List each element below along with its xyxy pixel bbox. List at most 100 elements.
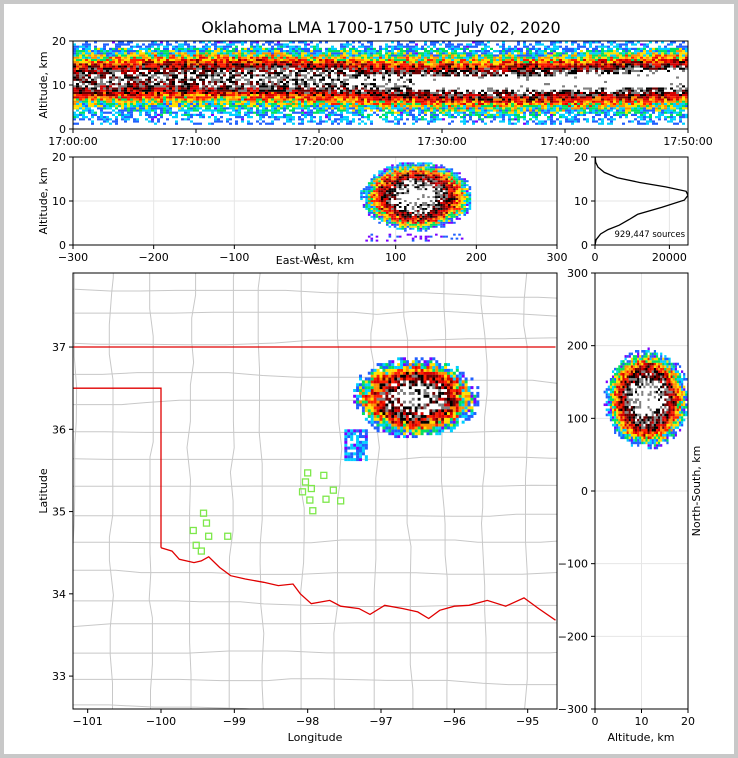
- time-altitude-cell: [379, 107, 382, 110]
- time-altitude-cell: [127, 83, 130, 86]
- time-altitude-cell: [241, 65, 244, 68]
- time-altitude-cell: [424, 111, 427, 114]
- time-altitude-cell: [469, 50, 472, 53]
- time-altitude-cell: [139, 89, 142, 92]
- time-altitude-cell: [280, 47, 283, 51]
- time-altitude-cell: [259, 65, 262, 68]
- time-altitude-cell: [205, 54, 208, 57]
- time-altitude-cell: [517, 87, 520, 90]
- time-altitude-cell: [181, 45, 184, 48]
- time-altitude-cell: [520, 54, 523, 57]
- time-altitude-cell: [445, 107, 448, 110]
- time-altitude-cell: [367, 89, 370, 92]
- time-altitude-cell: [511, 87, 514, 90]
- time-altitude-cell: [520, 91, 523, 95]
- time-altitude-cell: [319, 118, 322, 121]
- time-altitude-cell: [187, 69, 190, 73]
- time-altitude-cell: [274, 94, 277, 97]
- time-altitude-cell: [289, 91, 292, 95]
- time-altitude-cell: [253, 45, 256, 48]
- time-altitude-cell: [187, 113, 190, 117]
- time-altitude-cell: [397, 96, 400, 99]
- time-altitude-cell: [160, 61, 163, 64]
- time-altitude-cell: [112, 63, 115, 66]
- time-altitude-cell: [484, 47, 487, 51]
- time-altitude-cell: [430, 118, 433, 121]
- time-altitude-cell: [481, 80, 484, 84]
- time-altitude-cell: [142, 85, 145, 88]
- time-altitude-cell: [271, 122, 274, 125]
- time-altitude-cell: [100, 89, 103, 92]
- time-altitude-cell: [511, 63, 514, 66]
- time-altitude-cell: [460, 91, 463, 95]
- time-altitude-cell: [226, 111, 229, 114]
- time-altitude-cell: [400, 107, 403, 110]
- time-altitude-cell: [334, 65, 337, 68]
- time-altitude-cell: [502, 98, 505, 101]
- time-altitude-cell: [358, 118, 361, 121]
- time-altitude-cell: [484, 116, 487, 119]
- time-altitude-cell: [415, 56, 418, 59]
- time-altitude-cell: [379, 69, 382, 73]
- time-altitude-cell: [349, 91, 352, 95]
- time-altitude-cell: [319, 47, 322, 51]
- time-altitude-cell: [385, 85, 388, 88]
- time-altitude-cell: [451, 80, 454, 84]
- time-altitude-cell: [490, 100, 493, 103]
- time-altitude-cell: [91, 65, 94, 68]
- time-altitude-cell: [103, 83, 106, 86]
- time-altitude-cell: [76, 80, 79, 84]
- time-altitude-cell: [286, 94, 289, 97]
- time-altitude-cell: [430, 111, 433, 114]
- time-altitude-cell: [241, 47, 244, 51]
- time-altitude-cell: [400, 116, 403, 119]
- time-altitude-cell: [364, 102, 367, 106]
- time-altitude-cell: [115, 72, 118, 75]
- time-altitude-cell: [178, 52, 181, 55]
- time-altitude-cell: [373, 52, 376, 55]
- time-altitude-cell: [88, 83, 91, 86]
- time-altitude-cell: [193, 74, 196, 77]
- time-altitude-cell: [115, 89, 118, 92]
- time-altitude-cell: [328, 96, 331, 99]
- time-altitude-cell: [247, 47, 250, 51]
- time-altitude-cell: [127, 85, 130, 88]
- time-altitude-cell: [463, 67, 466, 70]
- time-altitude-cell: [295, 65, 298, 68]
- time-altitude-cell: [406, 96, 409, 99]
- time-altitude-cell: [280, 116, 283, 119]
- time-altitude-cell: [106, 89, 109, 92]
- time-altitude-cell: [367, 61, 370, 64]
- time-altitude-cell: [268, 52, 271, 55]
- time-altitude-cell: [346, 89, 349, 92]
- time-altitude-cell: [172, 47, 175, 51]
- time-altitude-cell: [352, 67, 355, 70]
- time-altitude-cell: [151, 56, 154, 59]
- time-altitude-cell: [136, 94, 139, 97]
- time-altitude-cell: [274, 58, 277, 62]
- time-altitude-cell: [448, 116, 451, 119]
- time-altitude-cell: [475, 120, 478, 123]
- time-altitude-cell: [85, 87, 88, 90]
- time-altitude-cell: [352, 98, 355, 101]
- time-altitude-cell: [505, 67, 508, 70]
- time-altitude-cell: [403, 63, 406, 66]
- time-altitude-cell: [517, 63, 520, 66]
- time-altitude-cell: [217, 72, 220, 75]
- time-altitude-cell: [271, 72, 274, 75]
- time-altitude-cell: [412, 87, 415, 90]
- time-altitude-cell: [388, 56, 391, 59]
- time-altitude-cell: [463, 91, 466, 95]
- time-altitude-cell: [190, 63, 193, 66]
- time-altitude-cell: [472, 83, 475, 86]
- time-altitude-cell: [523, 41, 526, 44]
- time-altitude-cell: [151, 85, 154, 88]
- time-altitude-cell: [217, 69, 220, 73]
- time-altitude-cell: [298, 76, 301, 79]
- time-altitude-cell: [199, 87, 202, 90]
- time-altitude-cell: [139, 109, 142, 112]
- time-altitude-cell: [355, 91, 358, 95]
- time-altitude-cell: [265, 89, 268, 92]
- time-altitude-cell: [325, 80, 328, 84]
- time-altitude-cell: [226, 69, 229, 73]
